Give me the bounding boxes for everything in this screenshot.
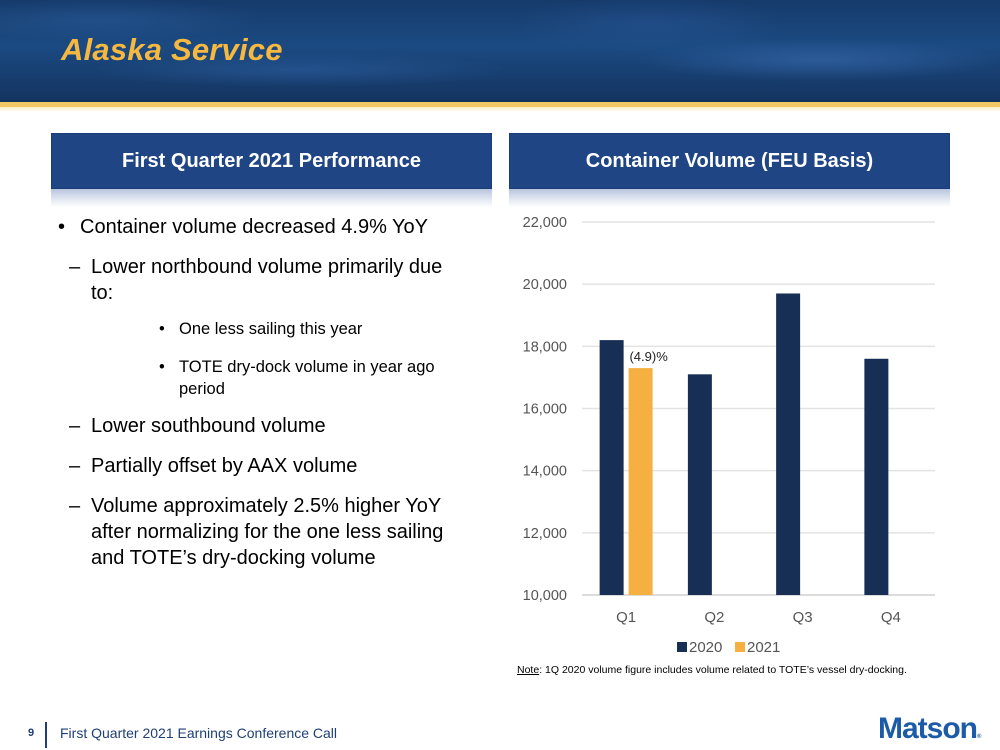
performance-header-label: First Quarter 2021 Performance bbox=[121, 149, 422, 172]
dash-marker: – bbox=[69, 415, 81, 437]
note-label: Note bbox=[517, 664, 540, 676]
bullet-item: – Lower southbound volume bbox=[69, 413, 469, 439]
bar-2021-q1 bbox=[628, 368, 653, 595]
bullet-text: Partially offset by AAX volume bbox=[91, 455, 358, 477]
bullet-text: One less sailing this year bbox=[179, 320, 363, 338]
bar-2020-q4 bbox=[864, 358, 889, 595]
bullet-marker: • bbox=[58, 216, 66, 238]
y-tick-label: 16,000 bbox=[523, 402, 567, 418]
performance-header-reflection bbox=[51, 189, 492, 207]
bullet-item: • One less sailing this year bbox=[159, 318, 479, 340]
bullet-text: Container volume decreased 4.9% YoY bbox=[80, 216, 429, 238]
title-banner bbox=[0, 0, 1000, 102]
banner-gold-stripe bbox=[0, 102, 1000, 107]
bar-2020-q2 bbox=[687, 374, 712, 595]
performance-header: First Quarter 2021 Performance bbox=[51, 133, 492, 189]
note-text: : 1Q 2020 volume figure includes volume … bbox=[539, 664, 907, 676]
bullet-text: Volume approximately 2.5% higher YoY aft… bbox=[91, 495, 444, 569]
x-tick-label: Q3 bbox=[793, 609, 813, 626]
footer-text: First Quarter 2021 Earnings Conference C… bbox=[60, 725, 338, 741]
y-tick-label: 14,000 bbox=[523, 464, 567, 480]
y-tick-label: 12,000 bbox=[523, 526, 567, 542]
bullet-text: Lower southbound volume bbox=[91, 415, 326, 437]
bullet-item: – Lower northbound volume primarily due … bbox=[69, 254, 469, 306]
legend-label-2020: 2020 bbox=[689, 639, 722, 656]
container-volume-chart: 10,000 12,000 14,000 16,000 18,000 20,000 22,0… bbox=[523, 215, 935, 656]
legend-swatch-2020 bbox=[677, 642, 687, 652]
logo-text: Matson bbox=[878, 712, 978, 745]
chart-header-reflection bbox=[509, 189, 950, 207]
x-tick-label: Q1 bbox=[616, 609, 636, 626]
slide-title: Alaska Service bbox=[61, 32, 283, 67]
y-tick-label: 18,000 bbox=[523, 339, 567, 355]
bullet-marker: • bbox=[159, 320, 165, 338]
legend-label-2021: 2021 bbox=[747, 639, 780, 656]
banner-fade bbox=[0, 107, 1000, 112]
bar-2020-q3 bbox=[776, 293, 801, 595]
y-tick-label: 20,000 bbox=[523, 277, 567, 293]
footer-divider bbox=[45, 722, 47, 748]
chart-header-label: Container Volume (FEU Basis) bbox=[585, 149, 874, 172]
logo-registered-mark: ® bbox=[977, 734, 982, 740]
dash-marker: – bbox=[69, 256, 81, 278]
y-tick-label: 10,000 bbox=[523, 588, 567, 604]
y-tick-label: 22,000 bbox=[523, 215, 567, 231]
bullet-item: – Volume approximately 2.5% higher YoY a… bbox=[69, 493, 479, 571]
data-label-annotation: (4.9)% bbox=[629, 349, 668, 364]
bullet-text: Lower northbound volume primarily due to… bbox=[91, 256, 443, 304]
x-tick-label: Q4 bbox=[881, 609, 901, 626]
matson-logo: Matson® bbox=[878, 712, 982, 746]
chart-note: Note: 1Q 2020 volume figure includes vol… bbox=[517, 664, 907, 676]
bullet-text: TOTE dry-dock volume in year ago period bbox=[179, 358, 435, 398]
x-tick-label: Q2 bbox=[704, 609, 724, 626]
bullet-item: – Partially offset by AAX volume bbox=[69, 453, 469, 479]
bar-2020-q1 bbox=[599, 340, 624, 595]
page-number: 9 bbox=[28, 727, 35, 739]
chart-header: Container Volume (FEU Basis) bbox=[509, 133, 950, 189]
dash-marker: – bbox=[69, 495, 81, 517]
bullet-item: • Container volume decreased 4.9% YoY bbox=[58, 214, 478, 240]
legend-swatch-2021 bbox=[735, 642, 745, 652]
bullet-item: • TOTE dry-dock volume in year ago perio… bbox=[159, 356, 479, 400]
dash-marker: – bbox=[69, 455, 81, 477]
bullet-marker: • bbox=[159, 358, 165, 376]
